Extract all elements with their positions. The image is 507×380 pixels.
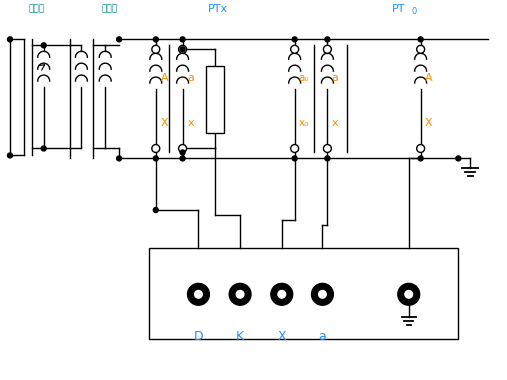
Circle shape [318,290,327,298]
Circle shape [292,37,297,42]
Circle shape [405,290,413,298]
Text: a: a [318,331,327,344]
Text: x₀: x₀ [299,118,309,128]
Circle shape [180,37,185,42]
Text: x: x [188,118,194,128]
Circle shape [188,283,209,305]
Circle shape [291,144,299,152]
Circle shape [180,156,185,161]
Text: 调压器: 调压器 [29,5,45,14]
Text: D: D [194,331,203,344]
Circle shape [311,283,333,305]
Circle shape [291,45,299,53]
Circle shape [236,290,244,298]
Circle shape [323,144,332,152]
Circle shape [8,153,13,158]
Circle shape [325,37,330,42]
Circle shape [41,43,46,48]
Circle shape [325,156,330,161]
Circle shape [398,283,420,305]
Circle shape [153,207,158,212]
Text: a: a [332,73,338,83]
Circle shape [271,283,293,305]
Text: PTx: PTx [208,3,228,14]
Circle shape [417,144,424,152]
Text: X: X [161,118,168,128]
Circle shape [180,47,185,52]
Circle shape [178,144,187,152]
Text: PT: PT [392,3,406,14]
Text: A: A [161,73,168,83]
Bar [206,66,224,133]
Circle shape [41,146,46,151]
Circle shape [117,37,122,42]
Text: x: x [332,118,338,128]
Text: X: X [424,118,432,128]
Circle shape [153,156,158,161]
Circle shape [195,290,202,298]
Circle shape [323,45,332,53]
Circle shape [180,150,185,155]
Text: K: K [236,331,244,344]
Circle shape [153,37,158,42]
Circle shape [278,290,285,298]
Text: a: a [188,73,194,83]
Text: A: A [424,73,432,83]
Circle shape [456,156,461,161]
Text: 升压器: 升压器 [101,5,117,14]
Circle shape [418,156,423,161]
Circle shape [178,45,187,53]
Circle shape [292,156,297,161]
Text: a₀: a₀ [299,73,309,83]
Text: X: X [277,331,286,344]
Circle shape [117,156,122,161]
Circle shape [8,37,13,42]
Circle shape [418,37,423,42]
Circle shape [152,45,160,53]
Circle shape [229,283,251,305]
Bar [149,248,458,339]
Text: 0: 0 [412,7,417,16]
Circle shape [417,45,424,53]
Circle shape [152,144,160,152]
